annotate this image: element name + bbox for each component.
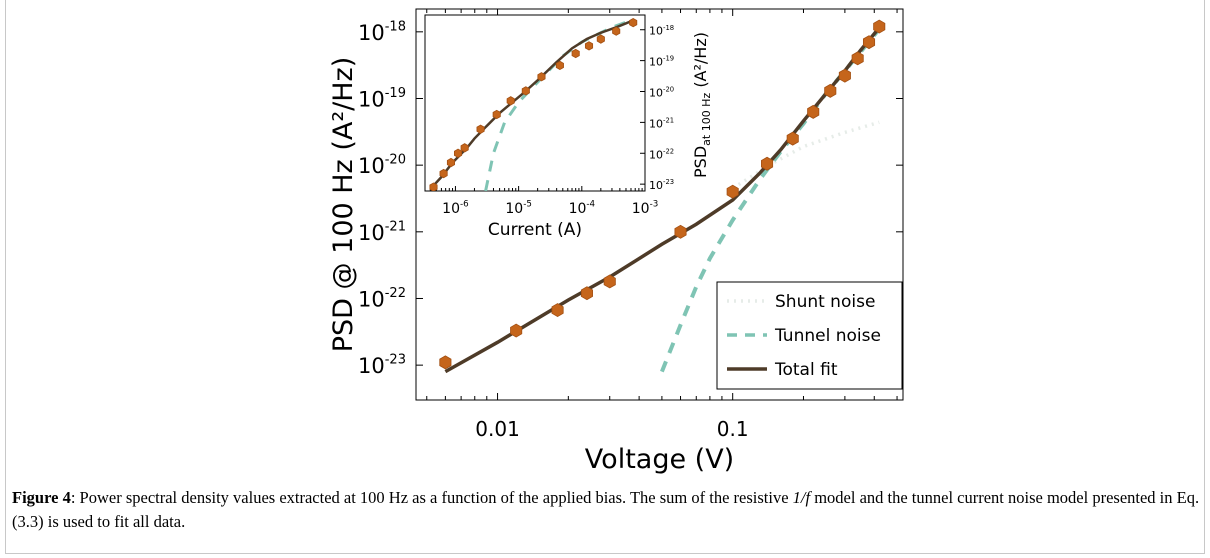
- inset-data-point: [506, 96, 515, 106]
- y-axis-label: PSD @ 100 Hz (A²/Hz): [328, 57, 359, 352]
- inset-data-point: [460, 143, 469, 153]
- inset-y-tick-label: 10-22: [649, 147, 674, 161]
- main-data-point: [674, 224, 687, 239]
- main-data-point: [873, 19, 886, 34]
- main-data-point: [510, 323, 523, 338]
- main-data-point: [807, 104, 820, 119]
- inset-y-tick-label: 10-23: [649, 178, 674, 192]
- inset-data-point: [537, 72, 546, 82]
- main-data-point: [851, 51, 864, 66]
- inset-y-tick-label: 10-21: [649, 116, 674, 130]
- main-series-tunnel-noise: [660, 27, 881, 373]
- main-data-point: [786, 131, 799, 146]
- main-data-point: [838, 68, 851, 83]
- main-series: [439, 19, 886, 374]
- caption-text-2: model and the tunnel current noise model…: [12, 488, 1200, 531]
- legend-label-shunt-noise: Shunt noise: [775, 292, 875, 312]
- inset-data-point: [439, 168, 448, 179]
- main-data-point: [439, 355, 452, 370]
- caption-text-1: : Power spectral density values extracte…: [70, 488, 793, 507]
- y-tick-label: 10-19: [358, 86, 406, 111]
- inset-data-point: [584, 41, 594, 51]
- inset-data-point: [555, 60, 564, 71]
- inset-series: [429, 17, 638, 191]
- inset-x-tick-label: 10-3: [632, 200, 658, 217]
- y-tick-label: 10-18: [358, 19, 406, 44]
- inset-data-point: [521, 86, 530, 96]
- inset-data-point: [492, 109, 501, 120]
- legend-label-tunnel-noise: Tunnel noise: [774, 326, 881, 346]
- inset-chart: 10-6 10-5 10-4 10-3 10-23 10-22 10-21 10-20 10-1…: [424, 14, 713, 240]
- inset-y-axis-label: PSDat 100 Hz (A²/Hz): [691, 32, 713, 178]
- x-axis-label: Voltage (V): [585, 444, 734, 475]
- y-tick-label: 10-22: [358, 286, 406, 311]
- main-data-point: [726, 184, 739, 199]
- main-data-point: [862, 35, 876, 50]
- inset-x-tick-label: 10-4: [569, 200, 596, 217]
- caption-label: Figure 4: [12, 488, 71, 507]
- inset-x-tick-label: 10-6: [442, 200, 468, 217]
- inset-data-point: [453, 148, 463, 158]
- x-tick-label: 0.01: [475, 417, 520, 441]
- inset-y-tick-label: 10-20: [649, 86, 674, 100]
- y-tick-label: 10-23: [358, 353, 406, 378]
- main-data-point: [580, 286, 593, 301]
- figure-caption: Figure 4: Power spectral density values …: [12, 486, 1202, 534]
- y-tick-label: 10-20: [358, 153, 406, 178]
- inset-x-tick-label: 10-5: [505, 200, 531, 217]
- inset-data-point: [571, 48, 580, 59]
- figure-frame: [5, 0, 1205, 554]
- inset-data-point: [446, 157, 456, 168]
- main-data-point: [603, 274, 616, 289]
- legend-label-total-fit: Total fit: [774, 360, 838, 380]
- inset-x-axis-label: Current (A): [488, 220, 582, 240]
- main-data-point: [824, 83, 837, 98]
- inset-data-point: [596, 34, 605, 44]
- main-data-point: [761, 156, 774, 171]
- chart-legend: Shunt noise Tunnel noise Total fit: [716, 281, 903, 390]
- main-data-point: [551, 303, 564, 318]
- inset-y-tick-label: 10-18: [649, 24, 674, 38]
- inset-data-point: [476, 124, 485, 134]
- caption-italic: 1/f: [792, 488, 811, 507]
- inset-y-tick-label: 10-19: [649, 55, 674, 69]
- inset-data-point: [429, 182, 438, 191]
- inset-data-point: [629, 17, 638, 28]
- inset-plot-frame: [424, 14, 646, 192]
- figure-svg: 0.01 0.1 10-23 10-22 10-21 10-20 10-19 10-18 Vol…: [328, 8, 904, 475]
- x-tick-label: 0.1: [717, 417, 749, 441]
- inset-data-point: [612, 26, 621, 36]
- y-tick-label: 10-21: [358, 219, 406, 244]
